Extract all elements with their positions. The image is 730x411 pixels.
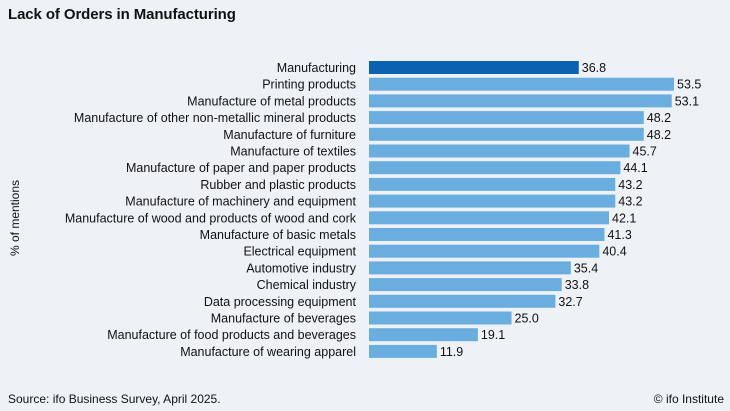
category-label: Manufacture of textiles <box>230 145 356 159</box>
source-note: Source: ifo Business Survey, April 2025. <box>8 392 221 406</box>
category-label: Manufacture of beverages <box>211 312 356 326</box>
value-label: 19.1 <box>481 328 505 342</box>
value-label: 48.2 <box>647 128 671 142</box>
chart-title: Lack of Orders in Manufacturing <box>8 6 236 23</box>
value-label: 43.2 <box>618 195 642 209</box>
category-label: Electrical equipment <box>243 245 356 259</box>
category-label: Rubber and plastic products <box>200 178 356 192</box>
bar-5 <box>369 144 630 158</box>
bar-0 <box>369 61 579 74</box>
value-label: 33.8 <box>565 278 589 292</box>
bar-1 <box>369 77 674 91</box>
value-label: 32.7 <box>558 295 582 309</box>
category-label: Manufacture of furniture <box>223 128 356 142</box>
bar-14 <box>369 294 556 308</box>
category-label: Manufacture of paper and paper products <box>126 161 356 175</box>
bar-16 <box>369 328 478 342</box>
value-label: 43.2 <box>618 178 642 192</box>
category-label: Manufacture of machinery and equipment <box>125 195 356 209</box>
bar-8 <box>369 194 616 208</box>
value-label: 48.2 <box>647 111 671 125</box>
category-label: Printing products <box>262 78 356 92</box>
bar-11 <box>369 244 600 258</box>
value-label: 42.1 <box>612 211 636 225</box>
value-label: 36.8 <box>582 61 606 75</box>
value-label: 40.4 <box>602 245 626 259</box>
category-label: Data processing equipment <box>204 295 357 309</box>
value-label: 44.1 <box>623 161 647 175</box>
category-label: Automotive industry <box>246 261 357 275</box>
category-label: Manufacture of other non-metallic minera… <box>74 111 356 125</box>
bar-6 <box>369 161 621 175</box>
category-label: Manufacture of metal products <box>187 94 356 108</box>
bar-17 <box>369 344 437 358</box>
copyright-note: © ifo Institute <box>653 392 724 406</box>
category-label: Manufacture of wood and products of wood… <box>65 211 357 225</box>
category-label: Manufacture of wearing apparel <box>180 345 356 359</box>
bar-15 <box>369 311 512 325</box>
category-label: Manufacturing <box>277 61 356 75</box>
category-label: Manufacture of basic metals <box>200 228 356 242</box>
value-label: 35.4 <box>574 261 598 275</box>
value-label: 11.9 <box>440 345 463 359</box>
bar-12 <box>369 261 571 275</box>
category-label: Chemical industry <box>257 278 357 292</box>
category-label: Manufacture of food products and beverag… <box>107 328 356 342</box>
bar-10 <box>369 228 605 241</box>
bar-13 <box>369 278 562 292</box>
value-label: 53.5 <box>677 78 701 92</box>
value-label: 41.3 <box>607 228 631 242</box>
value-label: 53.1 <box>675 94 699 108</box>
bar-9 <box>369 211 610 225</box>
bar-2 <box>369 94 672 108</box>
bar-4 <box>369 127 644 141</box>
value-label: 25.0 <box>515 312 539 326</box>
value-label: 45.7 <box>633 145 657 159</box>
bar-7 <box>369 177 616 191</box>
bar-3 <box>369 111 644 125</box>
